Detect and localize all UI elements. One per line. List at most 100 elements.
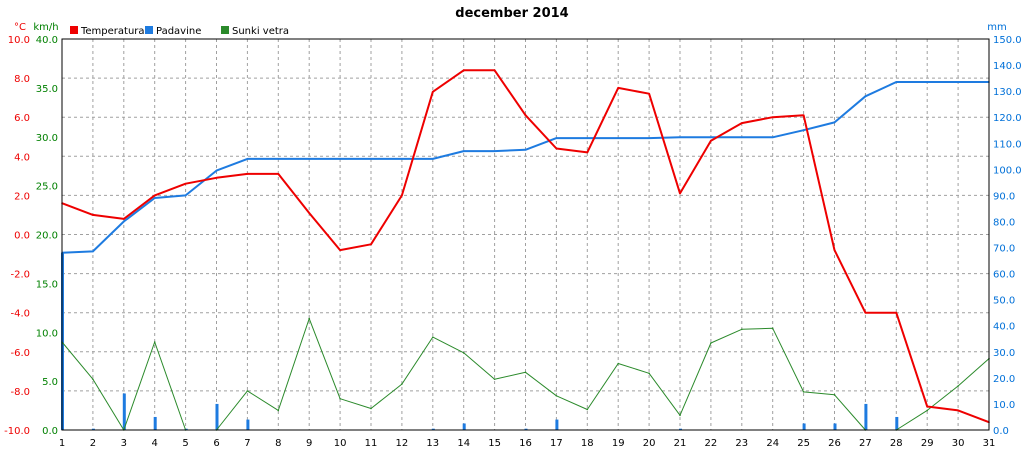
padavine-point	[339, 158, 341, 160]
x-tick-label: 13	[426, 438, 439, 449]
padavine-point	[864, 95, 867, 98]
precipitation-tick-label: 0.0	[993, 426, 1009, 437]
x-tick-label: 10	[334, 438, 347, 449]
legend-swatch-padavine	[145, 26, 153, 34]
precipitation-bar	[431, 428, 435, 430]
precipitation-bar	[153, 416, 157, 430]
x-tick-label: 21	[674, 438, 687, 449]
padavine-point	[802, 129, 805, 132]
sunki-vetra-point	[92, 378, 94, 380]
temperature-tick-label: -10.0	[4, 426, 30, 437]
sunki-vetra-point	[401, 383, 403, 385]
temperatura-point	[957, 409, 959, 412]
x-tick-label: 6	[213, 438, 219, 449]
x-tick-label: 11	[365, 438, 378, 449]
padavine-point	[617, 137, 619, 139]
precipitation-bar	[864, 403, 868, 430]
padavine-point	[741, 136, 743, 139]
precipitation-bar	[246, 419, 250, 430]
padavine-point	[710, 136, 712, 139]
precipitation-tick-label: 80.0	[993, 217, 1015, 228]
precipitation-tick-label: 50.0	[993, 296, 1015, 307]
temperatura-point	[277, 173, 280, 175]
temperatura-point	[339, 249, 341, 251]
temperatura-point	[710, 139, 712, 142]
padavine-point	[524, 148, 527, 151]
sunki-vetra-point	[926, 409, 928, 412]
sunki-vetra-point	[462, 351, 465, 354]
temperatura-point	[184, 182, 187, 185]
padavine-point	[308, 158, 311, 160]
temperatura-point	[895, 311, 898, 314]
precipitation-tick-label: 120.0	[993, 113, 1022, 124]
precipitation-bar	[895, 416, 899, 430]
legend-swatch-sunki-vetra	[221, 26, 229, 34]
x-tick-label: 8	[275, 438, 281, 449]
temperatura-point	[123, 218, 125, 220]
wind-tick-label: 5.0	[42, 377, 58, 388]
padavine-point	[833, 121, 836, 124]
precipitation-tick-label: 70.0	[993, 244, 1015, 255]
temperature-tick-label: -8.0	[10, 387, 30, 398]
precipitation-bar	[122, 393, 126, 430]
precipitation-tick-label: 20.0	[993, 374, 1015, 385]
tick-labels: 1 2 3 4 5 6 7 8 9 10 11 12 13 14 15 16 17 18 19 20 21 22 23 24 2…	[4, 35, 1022, 449]
sunki-vetra-point	[771, 327, 774, 330]
sunki-vetra-point	[246, 390, 249, 392]
temperatura-point	[802, 114, 805, 117]
legend-label-temperatura: Temperatura	[80, 26, 145, 37]
padavine-point	[493, 150, 496, 152]
x-tick-label: 12	[396, 438, 409, 449]
padavine-point	[957, 81, 959, 83]
wind-tick-label: 20.0	[36, 231, 58, 242]
wind-tick-label: 0.0	[42, 426, 58, 437]
temperatura-point	[555, 147, 558, 150]
precipitation-bar	[802, 423, 806, 430]
padavine-point	[277, 158, 280, 160]
temperatura-point	[524, 114, 527, 117]
temperature-tick-label: -4.0	[10, 309, 30, 320]
temperatura-point	[432, 90, 434, 93]
temperatura-point	[401, 194, 403, 197]
precipitation-bar	[524, 428, 528, 430]
sunki-vetra-point	[710, 342, 712, 344]
x-tick-label: 25	[797, 438, 810, 449]
x-tick-label: 3	[121, 438, 127, 449]
padavine-point	[215, 169, 218, 172]
x-tick-label: 24	[766, 438, 779, 449]
padavine-point	[92, 250, 94, 253]
temperatura-point	[864, 311, 867, 314]
padavine-point	[555, 137, 558, 139]
precipitation-bar	[184, 428, 188, 430]
sunki-vetra-point	[833, 394, 836, 396]
temperatura-point	[926, 405, 928, 408]
padavine-point	[895, 81, 898, 83]
precipitation-bar	[462, 423, 466, 430]
precipitation-bar	[91, 428, 95, 430]
temperature-tick-label: 8.0	[14, 74, 30, 85]
padavine-point	[648, 137, 650, 139]
precipitation-tick-label: 90.0	[993, 191, 1015, 202]
precipitation-bar	[679, 428, 682, 430]
temperature-tick-label: 4.0	[14, 152, 30, 163]
x-tick-label: 1	[59, 438, 65, 449]
legend-label-sunki-vetra: Sunki vetra	[232, 26, 289, 37]
sunki-vetra-point	[432, 336, 434, 338]
sunki-vetra-point	[741, 328, 743, 331]
sunki-vetra-point	[277, 409, 280, 412]
sunki-vetra-point	[308, 317, 311, 320]
precipitation-tick-label: 140.0	[993, 61, 1022, 72]
sunki-vetra-point	[493, 378, 496, 380]
x-tick-label: 28	[890, 438, 903, 449]
padavine-point	[679, 136, 681, 139]
sunki-vetra-point	[370, 407, 372, 410]
chart-title: december 2014	[455, 6, 568, 21]
temperatura-point	[679, 192, 681, 195]
padavine-point	[370, 158, 372, 160]
x-tick-label: 27	[859, 438, 872, 449]
x-tick-label: 20	[643, 438, 656, 449]
padavine-point	[586, 137, 589, 139]
sunki-vetra-point	[555, 394, 558, 397]
precipitation-tick-label: 30.0	[993, 348, 1015, 359]
